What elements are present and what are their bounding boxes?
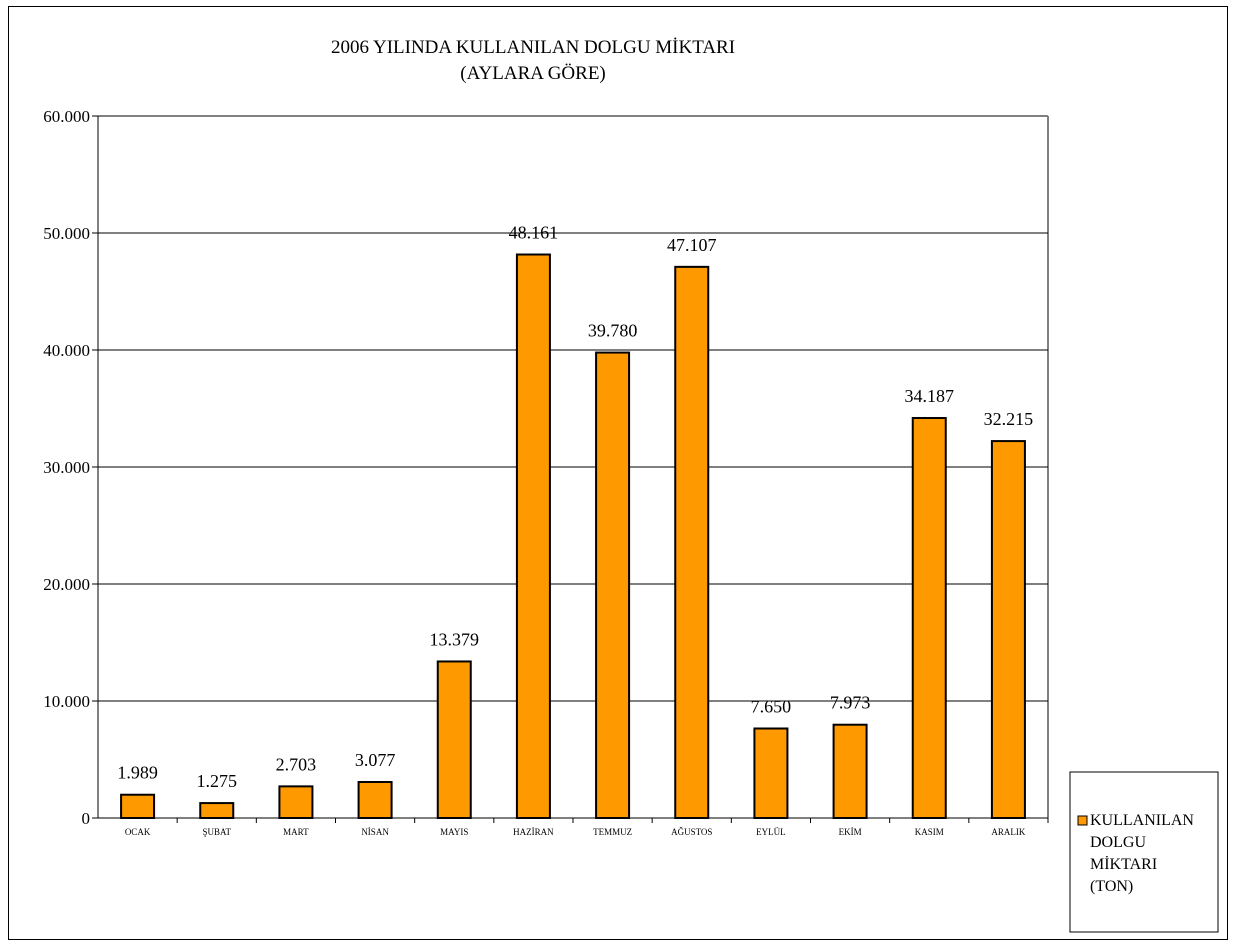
x-tick-label: MAYIS	[440, 827, 468, 837]
chart-title-line-1: 2006 YILINDA KULLANILAN DOLGU MİKTARI	[331, 37, 735, 58]
legend-label-line-4: (TON)	[1090, 878, 1133, 895]
data-label: 3.077	[355, 750, 396, 770]
x-tick-label: MART	[283, 827, 309, 837]
bar	[357, 780, 393, 819]
bar	[436, 660, 472, 819]
x-tick-label: TEMMUZ	[593, 827, 632, 837]
gridlines	[97, 115, 1049, 819]
x-tick-label: EKİM	[839, 827, 862, 837]
legend-label-line-1: KULLANILAN	[1090, 812, 1194, 829]
bar	[278, 785, 314, 819]
data-label: 32.215	[984, 409, 1034, 429]
bar	[911, 417, 947, 819]
bar	[990, 440, 1026, 819]
x-tick-label: KASIM	[915, 827, 944, 837]
y-tick-label: 40.000	[43, 341, 90, 360]
x-tick-label: AĞUSTOS	[671, 827, 712, 837]
y-tick-label: 20.000	[43, 575, 90, 594]
chart-title-line-2: (AYLARA GÖRE)	[460, 63, 606, 84]
data-label: 39.780	[588, 321, 638, 341]
x-tick-label: OCAK	[125, 827, 151, 837]
data-label: 48.161	[509, 223, 559, 243]
data-label: 34.187	[905, 386, 955, 406]
bar	[199, 802, 235, 820]
y-tick-label: 50.000	[43, 224, 90, 243]
data-label: 47.107	[667, 235, 717, 255]
legend-label-line-3: MİKTARI	[1090, 855, 1157, 873]
chart-frame: 2006 YILINDA KULLANILAN DOLGU MİKTARI (A…	[8, 6, 1228, 940]
y-axis-ticks: 0 10.000 20.000 30.000 40.000 50.000 60.000	[43, 107, 98, 828]
x-tick-label: HAZİRAN	[513, 827, 554, 837]
data-label: 13.379	[430, 629, 480, 649]
bars	[120, 253, 1026, 820]
bar-chart: 2006 YILINDA KULLANILAN DOLGU MİKTARI (A…	[43, 37, 1219, 933]
bar	[595, 351, 631, 819]
data-label: 2.703	[276, 754, 317, 774]
data-labels: 1.989 1.275 2.703 3.077 13.379 48.161 39.780 47…	[117, 223, 1033, 792]
data-label: 1.989	[117, 763, 158, 783]
x-tick-label: NİSAN	[361, 827, 389, 837]
x-tick-label: ARALIK	[991, 827, 1025, 837]
y-tick-label: 0	[82, 809, 91, 828]
bar	[674, 265, 710, 820]
bar	[832, 723, 868, 819]
y-tick-label: 60.000	[43, 107, 90, 126]
data-label: 7.973	[830, 693, 871, 713]
x-tick-label: ŞUBAT	[202, 827, 231, 837]
y-tick-label: 10.000	[43, 692, 90, 711]
y-tick-label: 30.000	[43, 458, 90, 477]
data-label: 7.650	[751, 696, 792, 716]
bar	[753, 727, 789, 819]
data-label: 1.275	[197, 771, 238, 791]
legend-label-line-2: DOLGU	[1090, 834, 1146, 851]
x-axis-ticks: OCAK ŞUBAT MART NİSAN MAYIS HAZİRAN TEMMUZ AĞUS…	[125, 818, 1049, 837]
legend-box	[1069, 771, 1219, 933]
legend: KULLANILAN DOLGU MİKTARI (TON)	[1069, 771, 1219, 933]
x-tick-label: EYLÜL	[756, 827, 786, 837]
legend-swatch	[1077, 815, 1088, 826]
bar	[515, 253, 551, 819]
bar	[120, 793, 156, 819]
